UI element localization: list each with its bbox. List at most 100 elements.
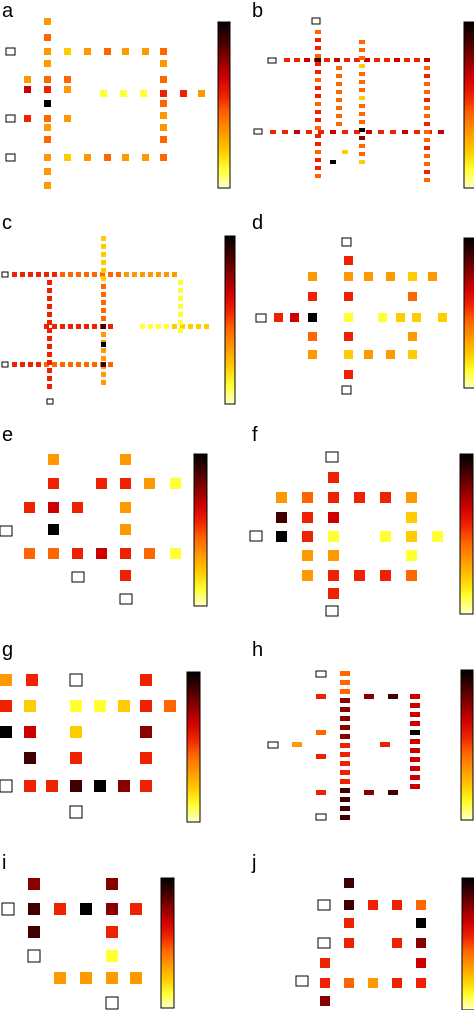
site-j: [344, 918, 354, 928]
site-c: [101, 332, 106, 337]
site-a: [44, 48, 51, 55]
colorbar-c: [224, 235, 236, 405]
site-e: [144, 548, 155, 559]
site-a: [198, 90, 205, 97]
site-c: [76, 362, 81, 367]
site-g: [140, 674, 152, 686]
site-d: [364, 272, 373, 281]
site-c: [47, 320, 52, 325]
site-i: [130, 903, 142, 915]
site-c: [52, 324, 57, 329]
site-j: [344, 978, 354, 988]
site-b: [359, 80, 365, 84]
site-c: [178, 320, 183, 325]
site-c: [84, 362, 89, 367]
site-h: [340, 671, 350, 676]
site-b: [336, 98, 342, 102]
site-a: [140, 90, 147, 97]
colorbar-a: [217, 21, 231, 189]
site-c: [101, 252, 106, 257]
site-d: [344, 292, 353, 301]
site-a: [122, 48, 129, 55]
site-g: [0, 674, 12, 686]
site-b: [334, 58, 340, 62]
site-a: [160, 60, 167, 67]
site-h: [410, 739, 420, 744]
site-d: [428, 272, 437, 281]
site-g: [118, 700, 130, 712]
site-c: [101, 236, 106, 241]
site-b: [315, 78, 321, 82]
site-c: [100, 272, 105, 277]
site-g: [26, 674, 38, 686]
site-b: [315, 102, 321, 106]
site-e: [48, 524, 59, 535]
site-b: [359, 112, 365, 116]
colorbar-h: [460, 669, 474, 821]
site-a: [44, 34, 51, 41]
site-b: [270, 130, 276, 134]
site-a: [142, 48, 149, 55]
site-h: [340, 734, 350, 739]
site-h: [316, 694, 326, 699]
site-b: [330, 130, 336, 134]
site-b: [315, 150, 321, 154]
site-g: [0, 726, 12, 738]
site-f: [302, 512, 313, 523]
empty-site: [311, 17, 321, 25]
site-c: [101, 342, 106, 347]
site-b: [366, 130, 372, 134]
site-j: [416, 900, 426, 910]
site-g: [140, 752, 152, 764]
site-e: [120, 502, 131, 513]
site-b: [424, 138, 430, 142]
site-c: [36, 272, 41, 277]
site-c: [44, 362, 49, 367]
site-a: [104, 154, 111, 161]
empty-site: [255, 313, 267, 323]
site-c: [164, 272, 169, 277]
empty-site: [341, 237, 352, 247]
site-h: [410, 694, 420, 699]
site-h: [380, 742, 390, 747]
site-b: [359, 64, 365, 68]
site-c: [76, 324, 81, 329]
site-b: [344, 58, 350, 62]
empty-site: [267, 741, 279, 749]
site-d: [386, 272, 395, 281]
site-c: [47, 368, 52, 373]
site-b: [315, 174, 321, 178]
site-b: [336, 90, 342, 94]
panel-label-h: h: [252, 639, 264, 661]
site-b: [336, 122, 342, 126]
empty-site: [317, 937, 331, 949]
site-h: [410, 721, 420, 726]
site-h: [340, 752, 350, 757]
site-a: [24, 76, 31, 83]
site-g: [70, 726, 82, 738]
site-h: [340, 716, 350, 721]
site-c: [44, 324, 49, 329]
site-e: [24, 502, 35, 513]
site-c: [101, 356, 106, 361]
site-b: [318, 130, 324, 134]
site-g: [140, 726, 152, 738]
site-f: [328, 492, 339, 503]
site-f: [354, 570, 365, 581]
site-i: [130, 972, 142, 984]
site-h: [340, 788, 350, 793]
site-f: [328, 550, 339, 561]
site-f: [380, 570, 391, 581]
site-b: [315, 142, 321, 146]
site-b: [315, 158, 321, 162]
site-c: [47, 312, 52, 317]
site-c: [148, 324, 153, 329]
site-c: [52, 272, 57, 277]
site-h: [410, 703, 420, 708]
site-b: [315, 46, 321, 50]
site-a: [64, 86, 71, 93]
site-b: [330, 160, 336, 164]
site-g: [24, 700, 36, 712]
site-e: [72, 548, 83, 559]
site-b: [336, 106, 342, 110]
